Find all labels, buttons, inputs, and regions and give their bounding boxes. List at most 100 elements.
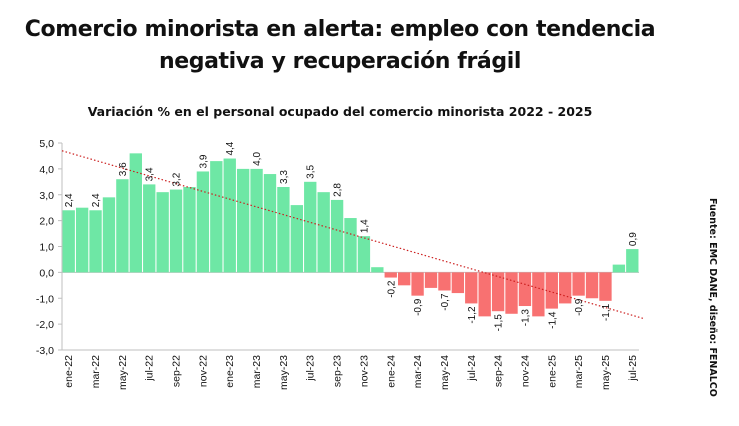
data-label: -0,2 — [386, 280, 397, 298]
bar-jun-25 — [612, 264, 626, 273]
x-tick-label: ene-25 — [546, 355, 558, 388]
bar-sep-22 — [169, 189, 183, 273]
data-label: 3,4 — [145, 167, 156, 181]
bar-abr-22 — [102, 197, 116, 273]
bar-oct-24 — [505, 272, 518, 314]
x-tick-label: may-22 — [117, 355, 129, 390]
data-label: 4,0 — [252, 152, 263, 166]
y-tick-label: 4,0 — [39, 164, 54, 176]
x-tick-label: jul-22 — [144, 355, 156, 382]
bar-jun-24 — [451, 272, 465, 294]
bar-nov-23 — [357, 236, 371, 273]
data-label: 4,4 — [225, 141, 236, 155]
bar-ago-23 — [317, 192, 330, 273]
x-tick-label: mar-24 — [412, 355, 424, 388]
data-label: 3,3 — [279, 170, 290, 184]
bar-ene-23 — [223, 158, 236, 273]
data-label: -1,4 — [547, 311, 558, 329]
data-label: 2,4 — [64, 193, 75, 207]
x-tick-label: jul-23 — [305, 355, 317, 382]
x-tick-label: nov-22 — [197, 355, 209, 387]
bar-jun-23 — [290, 205, 303, 273]
bar-sep-24 — [491, 272, 505, 312]
x-tick-label: sep-24 — [493, 355, 505, 387]
data-label: 3,9 — [198, 154, 209, 168]
y-tick-label: 0,0 — [39, 267, 54, 279]
data-label: -1,5 — [494, 314, 505, 332]
x-tick-label: ene-22 — [63, 355, 75, 388]
y-tick-label: -2,0 — [36, 319, 54, 331]
title-line-2: negativa y recuperación frágil — [158, 49, 522, 74]
bar-may-24 — [438, 272, 451, 291]
bar-may-23 — [277, 186, 290, 273]
bar-may-22 — [116, 179, 129, 273]
bar-may-25 — [599, 272, 612, 301]
data-label: 3,6 — [118, 162, 129, 176]
x-tick-label: mar-25 — [573, 355, 585, 388]
bar-ago-24 — [478, 272, 491, 317]
bar-feb-22 — [75, 207, 89, 273]
data-label: -1,1 — [601, 303, 612, 321]
data-label: -0,7 — [440, 293, 451, 311]
x-tick-label: sep-23 — [332, 355, 344, 387]
bar-abr-24 — [424, 272, 438, 288]
data-label: 0,9 — [628, 232, 639, 246]
y-tick-label: -3,0 — [36, 345, 54, 357]
x-tick-label: jul-25 — [627, 355, 639, 382]
trend-line — [61, 150, 646, 320]
bar-jul-24 — [465, 272, 478, 304]
data-label: 2,4 — [91, 193, 102, 207]
bar-jul-23 — [304, 181, 317, 273]
x-tick-label: may-24 — [439, 355, 451, 390]
source-note: Fuente: EMC DANE, diseño: FENALCO — [707, 198, 718, 397]
y-tick-label: 5,0 — [39, 138, 54, 150]
bar-dic-24 — [532, 272, 545, 317]
bar-jun-22 — [129, 153, 142, 273]
bar-feb-23 — [236, 168, 250, 273]
bar-oct-22 — [183, 186, 196, 273]
bar-ene-24 — [384, 272, 397, 278]
x-tick-label: ene-23 — [224, 355, 236, 388]
bar-mar-22 — [89, 210, 102, 273]
bar-abr-23 — [263, 174, 277, 273]
bar-oct-23 — [344, 218, 357, 273]
bar-jul-22 — [143, 184, 156, 273]
bar-jul-25 — [626, 249, 639, 273]
title-line-1: Comercio minorista en alerta: empleo con… — [24, 17, 656, 42]
bar-nov-24 — [518, 272, 532, 307]
bar-mar-23 — [250, 168, 263, 273]
y-tick-label: 3,0 — [39, 190, 54, 202]
bar-mar-25 — [572, 272, 585, 296]
data-label: 3,2 — [172, 172, 183, 186]
x-tick-label: nov-24 — [519, 355, 531, 387]
x-tick-label: may-25 — [600, 355, 612, 390]
data-label: 1,4 — [359, 219, 370, 233]
data-label: -1,2 — [467, 306, 478, 324]
data-label: 3,5 — [306, 164, 317, 178]
x-tick-label: mar-22 — [90, 355, 102, 388]
data-label: 2,8 — [333, 183, 344, 197]
y-tick-label: 2,0 — [39, 216, 54, 228]
x-tick-label: jul-24 — [466, 355, 478, 382]
y-tick-label: 1,0 — [39, 242, 54, 254]
y-tick-label: -1,0 — [36, 293, 54, 305]
bar-ago-22 — [156, 192, 169, 273]
chart-main-title: Comercio minorista en alerta: empleo con… — [0, 14, 680, 78]
data-label: -0,9 — [574, 298, 585, 316]
bar-feb-24 — [398, 272, 411, 286]
bar-nov-22 — [196, 171, 210, 273]
x-tick-label: nov-23 — [358, 355, 370, 387]
chart-subtitle: Variación % en el personal ocupado del c… — [87, 104, 593, 119]
x-tick-label: may-23 — [278, 355, 290, 390]
x-tick-label: mar-23 — [251, 355, 263, 388]
bar-ene-25 — [545, 272, 558, 309]
bar-feb-25 — [559, 272, 572, 304]
bar-abr-25 — [585, 272, 599, 299]
data-label: -0,9 — [413, 298, 424, 316]
bar-ene-22 — [62, 210, 75, 273]
bar-dic-22 — [210, 161, 223, 273]
x-tick-label: ene-24 — [385, 355, 397, 388]
bar-sep-23 — [330, 199, 344, 273]
bar-dic-23 — [371, 267, 384, 273]
